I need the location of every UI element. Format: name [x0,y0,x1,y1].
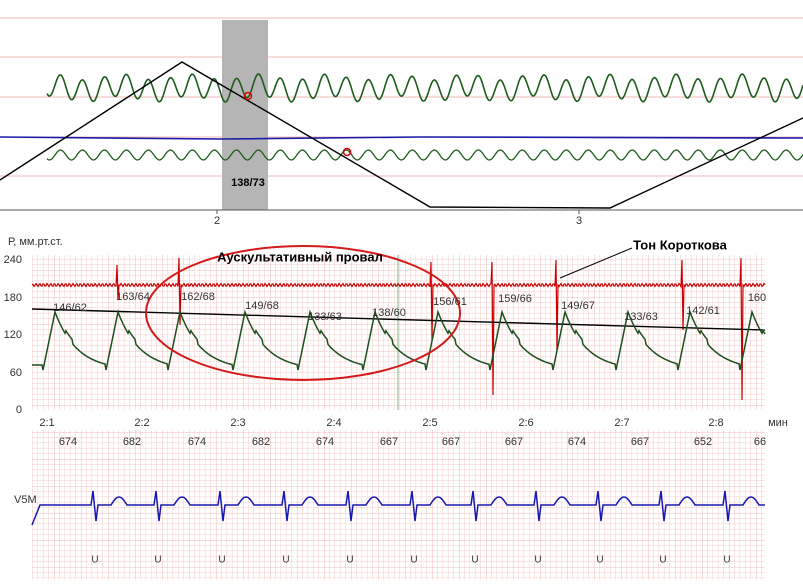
beat-label: U [659,555,666,566]
beat-label: U [282,555,289,566]
top-wave [46,149,803,161]
rr-label: 674 [59,436,77,448]
x-tick-label: 2:7 [614,417,629,429]
marker-point [342,147,352,157]
annotation: Аускультативный провал [217,249,383,264]
beat-label: U [723,555,730,566]
bp-label: 156/61 [433,296,467,308]
bp-label: 149/68 [245,300,279,312]
x-tick-label: 2:8 [708,417,723,429]
selection-band [222,20,268,210]
beat-label: U [596,555,603,566]
bp-label: 133/63 [308,311,342,323]
rr-label: 667 [380,436,398,448]
y-tick-label: 180 [4,292,22,304]
beat-label: U [534,555,541,566]
bp-label: 133/63 [624,311,658,323]
top-panel: 2 3 138/73 [0,17,803,227]
y-tick-label: 120 [4,329,22,341]
ecg-wave [31,490,765,526]
top-guides [0,17,803,177]
y-axis-label: Р, мм.рт.ст. [8,236,63,248]
pressure-panel: Р, мм.рт.ст. мин Аускультативный провал … [8,236,788,429]
x-tick-label: 2:4 [326,417,341,429]
cuff-pressure-line [31,308,766,331]
rr-label: 667 [442,436,460,448]
x-tick-label: 2:2 [134,417,149,429]
rr-label: 667 [631,436,649,448]
y-tick-label: 60 [10,367,22,379]
lead-label: V5M [14,494,37,506]
beat-label: U [410,555,417,566]
rr-label: 682 [123,436,141,448]
korotkoff-trace [31,257,766,401]
annotation-pointer [559,247,633,279]
rr-label: 674 [316,436,334,448]
marker-point [243,91,253,101]
rr-label: 652 [694,436,712,448]
y-tick-label: 0 [16,404,22,416]
bp-label: 149/67 [561,300,595,312]
rr-label: 682 [252,436,270,448]
y-tick-label: 240 [4,254,22,266]
bp-label: 138/60 [372,307,406,319]
beat-label: U [91,555,98,566]
ecg-panel: V5M [14,430,765,580]
bp-label: 146/62 [53,302,87,314]
pressure-wave [32,309,766,371]
x-tick-label: 2:3 [230,417,245,429]
beat-label: U [218,555,225,566]
top-wave [46,73,803,103]
rr-label: 674 [568,436,586,448]
bp-label: 142/61 [686,305,720,317]
bp-label: 159/66 [498,293,532,305]
top-blue-line [0,136,803,140]
top-x-tick: 2 [214,215,220,227]
x-tick-label: 2:5 [422,417,437,429]
beat-label: U [154,555,161,566]
beat-label: U [471,555,478,566]
x-unit: мин [768,417,788,429]
beat-label: U [346,555,353,566]
rr-label: 674 [188,436,206,448]
annotation: Тон Короткова [633,237,727,252]
marker-label: 138/73 [231,177,265,189]
gap-ellipse [145,245,461,381]
rr-label: 66 [754,436,766,448]
bp-label: 160 [748,292,766,304]
bp-label: 162/68 [181,291,215,303]
x-tick-label: 2:6 [518,417,533,429]
bp-label: 163/64 [116,291,150,303]
top-x-tick: 3 [576,215,582,227]
cuff-curve [0,61,803,209]
rr-label: 667 [505,436,523,448]
x-tick-label: 2:1 [39,417,54,429]
